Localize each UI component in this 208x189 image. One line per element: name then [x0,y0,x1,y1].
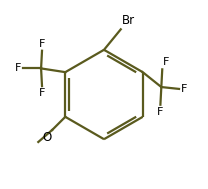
Text: F: F [181,84,188,94]
Text: F: F [15,64,21,74]
Text: F: F [39,39,45,49]
Text: O: O [42,131,51,144]
Text: F: F [39,88,45,98]
Text: F: F [157,107,163,117]
Text: F: F [163,57,170,67]
Text: Br: Br [122,15,135,27]
